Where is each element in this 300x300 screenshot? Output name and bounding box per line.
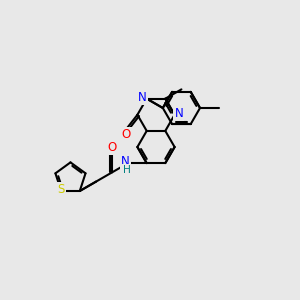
- Text: S: S: [58, 183, 65, 196]
- Text: N: N: [121, 155, 130, 168]
- Text: N: N: [138, 91, 147, 104]
- Text: O: O: [107, 141, 117, 154]
- Text: H: H: [123, 165, 130, 175]
- Text: O: O: [122, 128, 131, 141]
- Text: N: N: [174, 107, 183, 120]
